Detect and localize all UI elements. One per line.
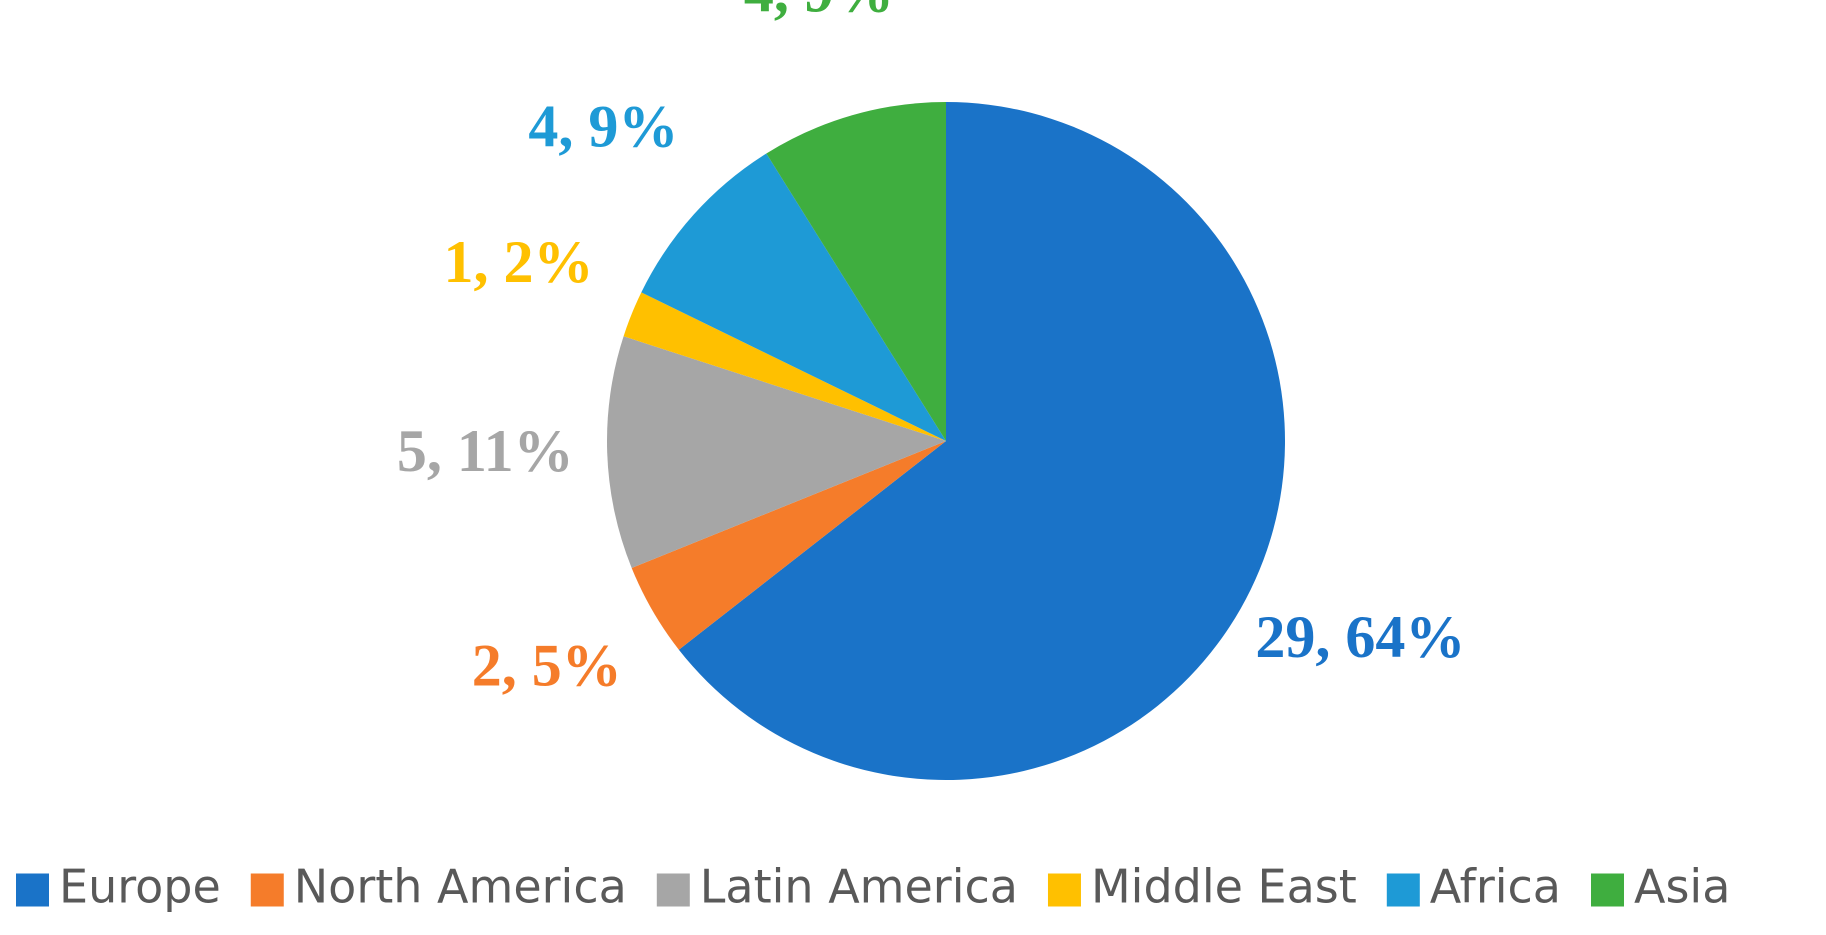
legend-label: Middle East	[1091, 860, 1357, 914]
pie-slice	[766, 102, 946, 441]
data-label: 2, 5%	[472, 632, 622, 698]
data-label: 29, 64%	[1255, 604, 1465, 670]
data-label: 5, 11%	[397, 418, 574, 484]
legend-swatch	[1386, 873, 1420, 907]
pie-slice	[631, 441, 946, 650]
pie-slice	[678, 102, 1286, 780]
data-label: 4, 9%	[744, 0, 894, 25]
legend-label: Latin America	[700, 860, 1018, 914]
legend-swatch	[1047, 873, 1081, 907]
legend-label: Africa	[1430, 860, 1561, 914]
pie-slice	[623, 292, 946, 441]
pie-slice	[641, 153, 946, 441]
legend-swatch	[1591, 873, 1624, 907]
pie-slice	[607, 336, 946, 568]
legend-swatch	[656, 873, 690, 907]
data-label: 4, 9%	[528, 93, 678, 159]
legend-label: Europe	[59, 860, 221, 914]
legend-label: North America	[294, 860, 627, 914]
legend-label: Asia	[1634, 860, 1730, 914]
legend-swatch	[250, 873, 284, 907]
legend-swatch	[16, 873, 49, 907]
data-label: 1, 2%	[444, 229, 594, 295]
